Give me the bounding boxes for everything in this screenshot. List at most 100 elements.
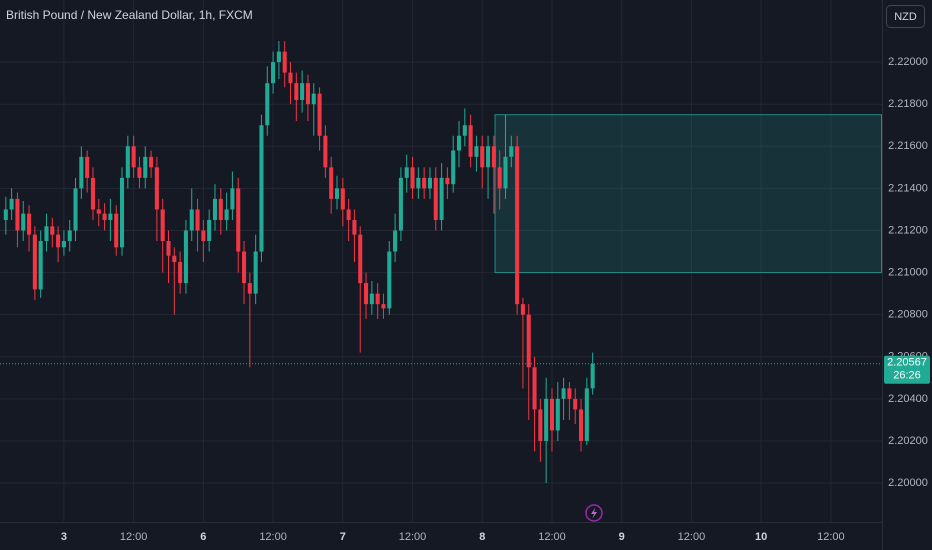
- event-icon-ring[interactable]: [585, 504, 603, 522]
- candle-body: [393, 230, 398, 252]
- candle-body: [346, 209, 351, 220]
- candle-body: [137, 167, 142, 178]
- candle-body: [456, 135, 462, 151]
- candle-body: [271, 62, 276, 84]
- x-tick-label: 12:00: [538, 531, 566, 543]
- candle-body: [410, 167, 415, 189]
- candle-body: [486, 146, 491, 168]
- x-tick-label: 10: [755, 531, 767, 543]
- candle-body: [340, 188, 345, 210]
- candle-body: [125, 146, 130, 178]
- x-tick-label: 12:00: [120, 531, 148, 543]
- x-tick-label: 9: [619, 531, 625, 543]
- candle-body: [67, 230, 72, 242]
- candle-body: [468, 125, 473, 157]
- candle-body: [474, 146, 479, 157]
- candle-body: [526, 314, 531, 368]
- candle-body: [178, 262, 183, 284]
- y-tick-label: 2.20200: [888, 435, 928, 447]
- candle-body: [224, 209, 229, 220]
- candle-body: [317, 93, 322, 136]
- candle-body: [183, 230, 188, 284]
- candle-body: [119, 177, 125, 248]
- candle-body: [451, 150, 456, 185]
- chart-title: British Pound / New Zealand Dollar, 1h, …: [6, 8, 253, 22]
- candle-body: [241, 251, 247, 284]
- candle-body: [207, 219, 212, 242]
- candle-body: [300, 83, 305, 100]
- candle-body: [38, 241, 43, 290]
- candle-body: [364, 283, 369, 305]
- candle-body: [143, 156, 148, 178]
- candle-body: [590, 363, 595, 389]
- candle-body: [462, 125, 467, 136]
- candle-body: [21, 213, 26, 231]
- candle-body: [480, 146, 485, 168]
- candle-body: [212, 198, 218, 220]
- candle-body: [79, 156, 84, 189]
- candle-body: [311, 93, 316, 105]
- candle-body: [584, 388, 589, 441]
- candle-body: [578, 409, 584, 441]
- candle-body: [329, 167, 334, 199]
- candle-body: [503, 156, 508, 189]
- event-icon[interactable]: [585, 504, 603, 522]
- candle-body: [73, 188, 78, 231]
- candle-body: [573, 398, 578, 410]
- candle-body: [544, 398, 549, 441]
- candle-body: [166, 241, 171, 256]
- candle-body: [538, 409, 543, 441]
- candle-body: [323, 135, 328, 168]
- candle-body: [114, 213, 119, 248]
- candle-body: [102, 213, 107, 220]
- plot-area: [0, 41, 882, 484]
- candle-body: [201, 230, 206, 242]
- candle-body: [515, 146, 520, 305]
- candle-body: [90, 177, 95, 210]
- candle-body: [288, 72, 293, 84]
- candle-body: [265, 83, 270, 126]
- candle-body: [445, 177, 450, 185]
- candle-body: [509, 146, 514, 157]
- y-tick-label: 2.21200: [888, 224, 928, 236]
- x-tick-label: 3: [61, 531, 67, 543]
- candle-body: [56, 234, 61, 248]
- zone: [494, 114, 882, 274]
- currency-label[interactable]: NZD: [894, 11, 917, 23]
- x-tick-label: 6: [200, 531, 206, 543]
- candle-body: [276, 51, 281, 63]
- candle-body: [282, 51, 287, 73]
- candle-body: [520, 304, 525, 315]
- candle-body: [195, 209, 200, 231]
- y-tick-label: 2.20800: [888, 309, 928, 321]
- currency-button[interactable]: [886, 5, 925, 28]
- candle-body: [352, 219, 357, 235]
- candle-body: [27, 213, 32, 235]
- x-tick-label: 7: [340, 531, 346, 543]
- event-icon-bolt[interactable]: [591, 507, 597, 519]
- candle-body: [387, 251, 392, 309]
- candle-body: [549, 398, 555, 431]
- y-tick-label: 2.21400: [888, 182, 928, 194]
- candle-body: [44, 226, 49, 242]
- x-tick-label: 12:00: [259, 531, 287, 543]
- y-tick-label: 2.21800: [888, 98, 928, 110]
- candle-body: [253, 251, 258, 294]
- candle-body: [172, 255, 177, 263]
- candle-body: [32, 234, 37, 290]
- candle-body: [85, 156, 90, 178]
- candle-body: [497, 167, 502, 189]
- candle-body: [422, 177, 427, 189]
- countdown-label: 26:26: [893, 370, 921, 382]
- axes: 2.200002.202002.204002.206002.208002.210…: [61, 56, 930, 543]
- candle-body: [160, 209, 165, 242]
- last-price-tag: [884, 355, 930, 384]
- candle-body: [61, 241, 66, 248]
- y-tick-label: 2.21000: [888, 266, 928, 278]
- last-price-label: 2.20567: [887, 357, 927, 369]
- candle-body: [375, 293, 380, 305]
- candle-body: [532, 367, 537, 410]
- candle-body: [398, 177, 403, 231]
